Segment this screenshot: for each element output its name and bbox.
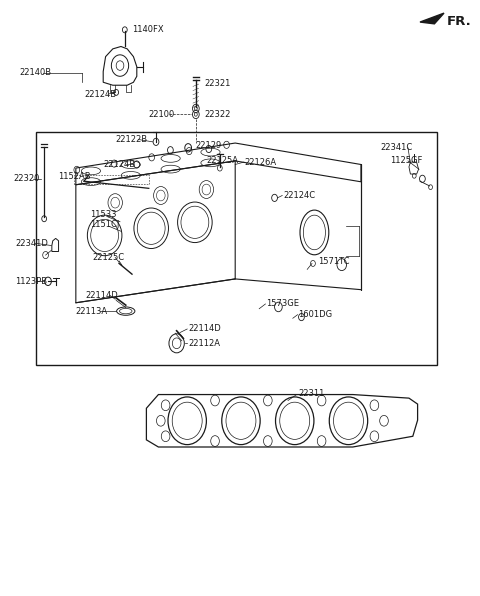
Text: 1151CJ: 1151CJ <box>90 219 120 229</box>
Text: 22122B: 22122B <box>115 135 147 144</box>
Bar <box>36 132 437 365</box>
Text: 1152AB: 1152AB <box>58 172 90 181</box>
Text: 22124B: 22124B <box>103 160 135 169</box>
Text: 22321: 22321 <box>204 79 230 88</box>
Polygon shape <box>420 13 444 24</box>
Text: 1601DG: 1601DG <box>299 310 333 319</box>
Text: 22124C: 22124C <box>283 191 315 200</box>
Text: 1573GE: 1573GE <box>266 299 300 309</box>
Text: 1125GF: 1125GF <box>390 156 422 166</box>
Text: 1123PB: 1123PB <box>15 277 48 286</box>
Text: 22114D: 22114D <box>85 290 118 300</box>
Text: 22140B: 22140B <box>19 68 51 77</box>
Text: 22320: 22320 <box>13 174 40 184</box>
Text: 22126A: 22126A <box>245 157 277 167</box>
Text: 22100: 22100 <box>149 110 175 119</box>
Text: 22322: 22322 <box>204 110 230 119</box>
Text: 22124B: 22124B <box>84 89 116 99</box>
Text: 22341D: 22341D <box>15 238 48 248</box>
Text: 11533: 11533 <box>90 210 117 219</box>
Text: 1571TC: 1571TC <box>318 256 349 266</box>
Text: 22125A: 22125A <box>206 156 239 166</box>
Text: 22112A: 22112A <box>188 339 220 348</box>
Text: 22113A: 22113A <box>76 306 108 316</box>
Text: 22114D: 22114D <box>188 324 221 334</box>
Text: 22341C: 22341C <box>381 143 413 153</box>
Text: 22125C: 22125C <box>92 253 124 262</box>
Text: 22311: 22311 <box>299 389 325 398</box>
Text: 22129: 22129 <box>196 141 222 150</box>
Text: 1140FX: 1140FX <box>132 25 164 35</box>
Text: FR.: FR. <box>446 15 471 28</box>
